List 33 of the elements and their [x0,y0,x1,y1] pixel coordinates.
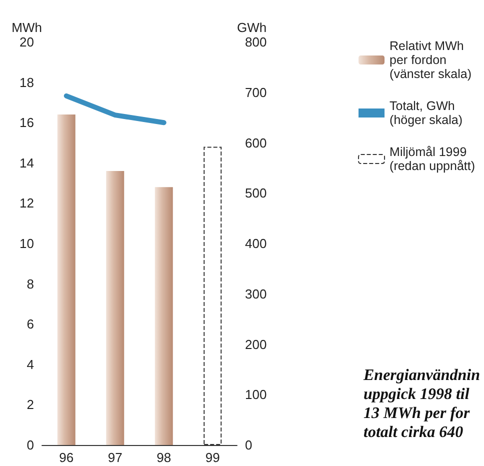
y2-tick-label: 100 [245,387,267,402]
y-tick-label: 6 [26,316,34,332]
y-tick-label: 8 [26,276,34,292]
y-tick-label: 18 [20,74,34,90]
x-tick-label: 99 [205,450,220,465]
y-tick-label: 14 [20,155,34,170]
y-tick-label: 16 [20,115,34,130]
legend-label: Totalt, GWh (höger skala) [390,99,462,127]
x-tick-label: 98 [156,450,172,465]
y2-tick-label: 500 [245,186,267,201]
legend-label: Relativt MWh per fordon (vänster skala) [390,39,472,81]
y2-tick-label: 700 [245,84,267,100]
bar [154,187,173,445]
y2-tick-label: 0 [245,438,252,452]
y2-tick-label: 200 [245,336,267,352]
legend-label: Miljömål 1999 (redan uppnått) [390,145,476,173]
y2-tick-label: 600 [245,135,267,150]
y2-axis-title: GWh [237,20,267,35]
x-tick-label: 97 [108,450,122,465]
y-tick-label: 0 [26,438,34,452]
y-tick-label: 10 [20,236,34,251]
y-tick-label: 20 [20,34,34,50]
y2-tick-label: 400 [245,236,267,251]
y-tick-label: 12 [20,196,34,211]
text: Energianvändnin uppgick 1998 til 13 MWh per for totalt cirka 640 [362,367,480,441]
bar [57,114,76,445]
bar [106,170,124,445]
x-tick-label: 96 [59,450,74,465]
y-tick-label: 2 [26,397,34,412]
y2-tick-label: 800 [245,34,267,50]
y2-tick-label: 300 [245,286,267,302]
y-axis-title: MWh [12,20,42,35]
y-tick-label: 4 [26,356,34,372]
